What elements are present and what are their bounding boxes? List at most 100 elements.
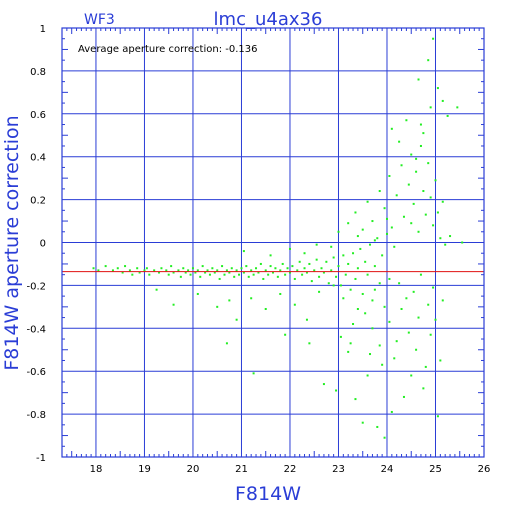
data-point-90: [344, 273, 347, 276]
data-point-210: [410, 222, 413, 225]
data-point-73: [303, 267, 306, 270]
data-point-18: [167, 273, 170, 276]
data-point-10: [138, 271, 141, 274]
data-point-40: [223, 273, 226, 276]
data-point-129: [308, 342, 311, 345]
data-point-203: [427, 59, 430, 62]
data-point-16: [160, 267, 163, 270]
data-point-200: [446, 114, 449, 117]
data-point-157: [427, 303, 430, 306]
plot-frame: [61, 27, 485, 458]
data-point-120: [242, 250, 245, 253]
data-point-222: [432, 286, 435, 289]
data-point-199: [441, 99, 444, 102]
data-point-193: [398, 140, 401, 143]
data-point-149: [439, 359, 442, 362]
data-point-195: [415, 157, 418, 160]
data-point-191: [441, 200, 444, 203]
data-point-47: [240, 267, 243, 270]
data-point-84: [330, 269, 333, 272]
data-point-204: [432, 37, 435, 40]
data-point-54: [257, 271, 260, 274]
data-point-151: [364, 312, 367, 315]
data-point-8: [131, 273, 134, 276]
x-tick-labels: 18 19 20 21 22 23 24 25 26: [90, 464, 491, 475]
data-point-220: [412, 290, 415, 293]
data-point-176: [402, 215, 405, 218]
data-point-42: [228, 271, 231, 274]
data-point-88: [339, 284, 342, 287]
data-point-31: [201, 265, 204, 268]
data-point-122: [288, 247, 291, 250]
data-point-150: [352, 323, 355, 326]
data-point-152: [378, 344, 381, 347]
data-point-77: [313, 269, 316, 272]
y-tick-label--0.4: -0.4: [26, 324, 46, 335]
data-point-75: [308, 262, 311, 265]
data-point-114: [250, 297, 253, 300]
data-point-102: [373, 265, 376, 268]
data-point-131: [335, 389, 338, 392]
data-point-161: [393, 357, 396, 360]
data-point-174: [395, 194, 398, 197]
data-point-197: [429, 106, 432, 109]
data-point-65: [284, 273, 287, 276]
data-point-135: [361, 421, 364, 424]
chart-title: lmc_u4ax36: [214, 9, 323, 30]
data-point-21: [177, 269, 180, 272]
y-tick-label-1: 1: [40, 24, 46, 35]
tick-marks: [62, 28, 484, 457]
data-point-165: [347, 222, 350, 225]
data-point-74: [305, 271, 308, 274]
data-point-181: [417, 230, 420, 233]
grid-lines: [62, 28, 484, 457]
data-point-175: [400, 164, 403, 167]
data-point-145: [415, 348, 418, 351]
y-tick-label-0.6: 0.6: [30, 110, 46, 121]
x-tick-label-22: 22: [284, 464, 297, 475]
y-tick-label-0: 0: [40, 239, 46, 250]
data-point-171: [383, 207, 386, 210]
y-tick-label--1: -1: [36, 453, 46, 464]
data-point-95: [356, 267, 359, 270]
data-point-51: [250, 269, 253, 272]
x-tick-label-20: 20: [187, 464, 200, 475]
data-point-127: [252, 372, 255, 375]
data-point-184: [424, 213, 427, 216]
data-point-93: [352, 252, 355, 255]
data-point-153: [388, 320, 391, 323]
data-point-142: [395, 340, 398, 343]
data-point-124: [315, 243, 318, 246]
data-point-130: [322, 383, 325, 386]
data-point-48: [242, 271, 245, 274]
x-tick-label-26: 26: [478, 464, 491, 475]
data-point-123: [303, 252, 306, 255]
data-point-43: [230, 267, 233, 270]
data-point-186: [429, 196, 432, 199]
data-point-121: [269, 254, 272, 257]
data-point-61: [274, 267, 277, 270]
data-point-78: [315, 258, 318, 261]
data-point-138: [376, 425, 379, 428]
data-point-72: [301, 273, 304, 276]
data-point-24: [184, 271, 187, 274]
data-point-178: [410, 153, 413, 156]
data-point-5: [121, 271, 124, 274]
data-point-116: [279, 292, 282, 295]
data-point-89: [342, 254, 345, 257]
data-point-55: [259, 262, 262, 265]
data-point-173: [390, 226, 393, 229]
data-point-172: [388, 175, 391, 178]
data-point-59: [269, 265, 272, 268]
data-point-29: [196, 269, 199, 272]
data-point-50: [247, 275, 250, 278]
data-point-104: [378, 282, 381, 285]
data-point-136: [366, 374, 369, 377]
x-tick-label-21: 21: [235, 464, 248, 475]
data-point-39: [221, 265, 224, 268]
data-point-215: [342, 297, 345, 300]
data-point-34: [208, 273, 211, 276]
data-point-208: [385, 217, 388, 220]
data-point-159: [349, 342, 352, 345]
